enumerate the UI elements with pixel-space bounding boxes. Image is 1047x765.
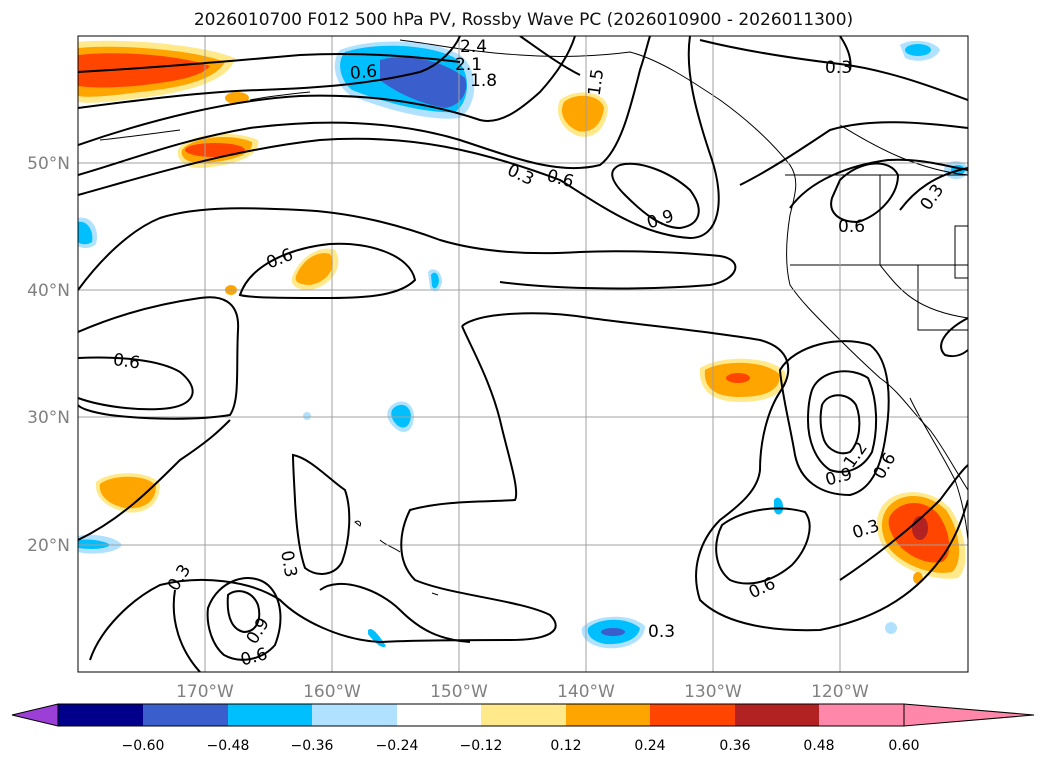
lat-label: 40°N xyxy=(27,281,70,301)
colorbar-tick-label: −0.12 xyxy=(460,738,503,754)
colorbar-segment xyxy=(819,704,904,726)
colorbar-tick-label: −0.36 xyxy=(291,738,334,754)
colorbar-tick-label: 0.12 xyxy=(550,738,581,754)
contour-label: 0.3 xyxy=(648,622,675,642)
contour-label: 1.8 xyxy=(470,71,497,91)
lon-label: 120°W xyxy=(811,682,869,702)
axis-labels: 170°W 160°W 150°W 140°W 130°W 120°W 50°N… xyxy=(27,154,869,702)
contour-label: 0.6 xyxy=(838,217,865,237)
lon-label: 130°W xyxy=(684,682,742,702)
lon-label: 170°W xyxy=(176,682,234,702)
colorbar-segment xyxy=(397,704,481,726)
colorbar-right-extension xyxy=(903,703,1035,727)
lat-label: 30°N xyxy=(27,408,70,428)
contour-lines xyxy=(78,36,968,672)
map-area: 2.4 2.1 1.8 1.5 0.3 0.3 0.6 0.9 0.6 0.3 … xyxy=(78,36,968,672)
contour-label: 0.6 xyxy=(112,350,142,374)
contour-label: 0.6 xyxy=(349,62,378,84)
contour-label: 2.4 xyxy=(460,37,487,57)
colorbar-segment xyxy=(566,704,650,726)
colorbar-segment xyxy=(481,704,566,726)
colorbar-tick-label: 0.60 xyxy=(888,738,919,754)
lon-label: 140°W xyxy=(557,682,615,702)
lat-label: 20°N xyxy=(27,536,70,556)
contour-label: 1.5 xyxy=(585,68,609,98)
colorbar-tick-label: −0.48 xyxy=(207,738,250,754)
colorbar-segment xyxy=(228,704,312,726)
colorbar-segment xyxy=(143,704,228,726)
gridlines xyxy=(78,36,968,672)
colorbar-tick-label: −0.60 xyxy=(122,738,165,754)
colorbar-tick-label: 0.48 xyxy=(803,738,834,754)
colorbar-tick-label: −0.24 xyxy=(376,738,419,754)
colorbar: −0.60 −0.48 −0.36 −0.24 −0.12 0.12 0.24 … xyxy=(11,703,1035,754)
contour-label: 0.3 xyxy=(276,549,300,579)
colorbar-left-extension xyxy=(11,703,59,727)
colorbar-segment xyxy=(312,704,397,726)
lon-label: 150°W xyxy=(430,682,488,702)
colorbar-segment xyxy=(650,704,735,726)
colorbar-segment xyxy=(58,704,143,726)
colorbar-segment xyxy=(735,704,819,726)
lon-label: 160°W xyxy=(303,682,361,702)
contour-label: 0.3 xyxy=(825,58,852,78)
colorbar-tick-label: 0.24 xyxy=(634,738,665,754)
map-frame xyxy=(77,35,969,673)
colorbar-tick-label: 0.36 xyxy=(719,738,750,754)
chart-title: 2026010700 F012 500 hPa PV, Rossby Wave … xyxy=(193,10,854,30)
lat-label: 50°N xyxy=(27,154,70,174)
contour-label: 2.1 xyxy=(455,55,482,75)
